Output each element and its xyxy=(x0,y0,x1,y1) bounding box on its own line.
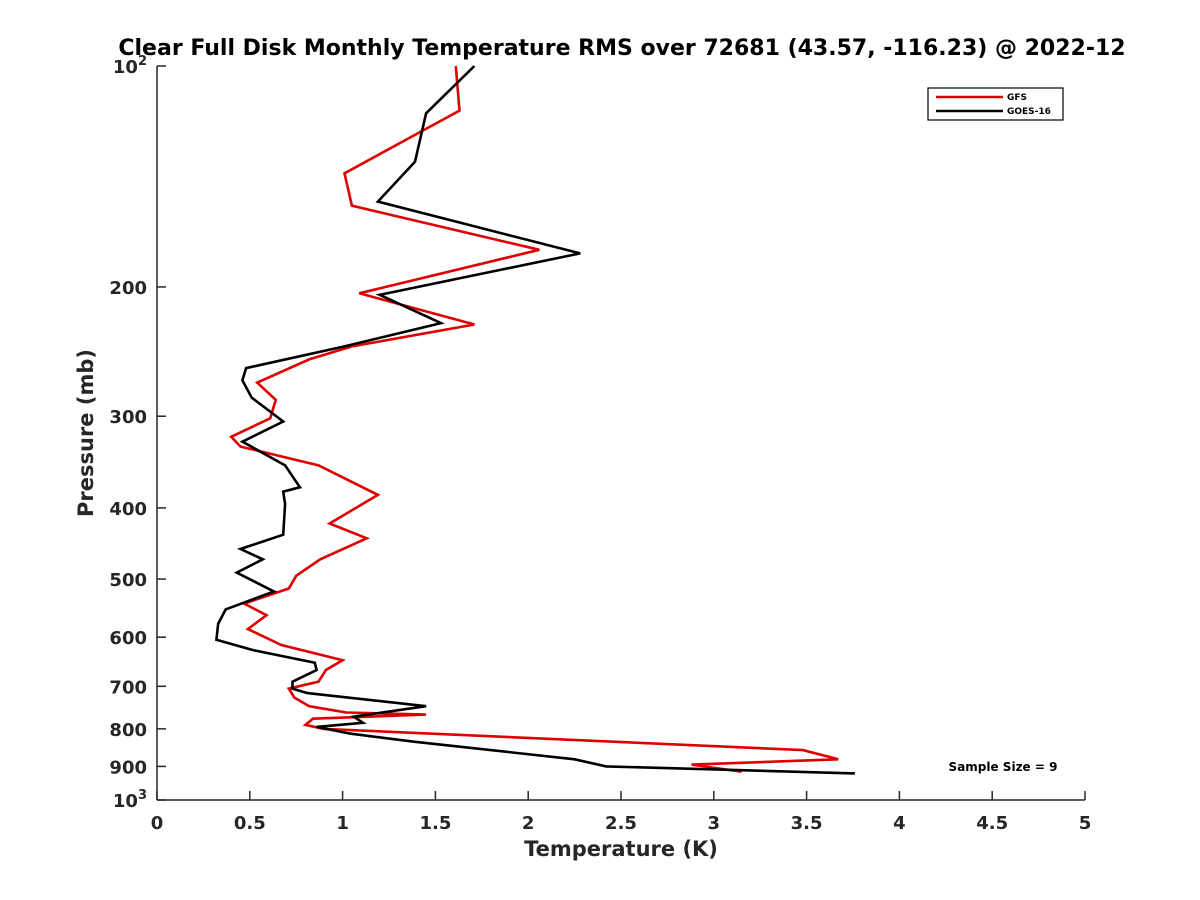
y-tick-label-base: 600 xyxy=(109,628,147,649)
legend: GFS GOES-16 xyxy=(927,87,1064,121)
y-tick-label-base: 200 xyxy=(109,278,147,299)
y-tick-label-exponent: 3 xyxy=(138,788,147,803)
y-tick-label-base: 500 xyxy=(109,570,147,591)
x-tick-label: 4 xyxy=(893,813,906,834)
y-tick-label-base: 400 xyxy=(109,499,147,520)
y-tick-label: 800 xyxy=(109,720,147,741)
x-axis-label: Temperature (K) xyxy=(524,837,718,861)
y-tick-label: 200 xyxy=(109,278,147,299)
y-tick-label-base: 700 xyxy=(109,677,147,698)
y-tick-label: 500 xyxy=(109,570,147,591)
y-tick-label-base: 900 xyxy=(109,757,147,778)
y-tick-label: 700 xyxy=(109,677,147,698)
x-tick-label: 4.5 xyxy=(976,813,1008,834)
y-tick-label-base: 10 xyxy=(113,791,138,812)
x-tick-label: 0 xyxy=(151,813,164,834)
legend-label-goes16: GOES-16 xyxy=(1007,107,1051,117)
x-tick-label: 5 xyxy=(1079,813,1092,834)
legend-label-gfs: GFS xyxy=(1007,93,1027,103)
sample-size-annotation: Sample Size = 9 xyxy=(949,760,1058,774)
legend-box xyxy=(927,87,1064,121)
series-line-goes-16 xyxy=(214,65,855,775)
x-tick-label: 1.5 xyxy=(419,813,451,834)
x-tick-label: 0.5 xyxy=(234,813,266,834)
y-tick-label: 103 xyxy=(113,788,147,812)
y-tick-label: 900 xyxy=(109,757,147,778)
x-tick-label: 1 xyxy=(336,813,349,834)
y-tick-label: 102 xyxy=(113,54,147,78)
y-tick-label: 300 xyxy=(109,407,147,428)
x-tick-label: 3 xyxy=(708,813,721,834)
y-tick-label-base: 800 xyxy=(109,720,147,741)
y-tick-label-exponent: 2 xyxy=(138,54,147,69)
series-group xyxy=(214,65,855,775)
y-tick-label-base: 10 xyxy=(113,57,138,78)
x-tick-label: 2 xyxy=(522,813,535,834)
x-tick-label: 2.5 xyxy=(605,813,637,834)
x-ticks: 0 0.5 1 1.5 2 2.5 3 3.5 4 4.5 5 xyxy=(151,791,1092,834)
x-tick-label: 3.5 xyxy=(791,813,823,834)
series-line-gfs xyxy=(229,65,839,773)
chart-title: Clear Full Disk Monthly Temperature RMS … xyxy=(118,36,1125,61)
y-axis-label: Pressure (mb) xyxy=(74,349,98,517)
y-tick-label: 600 xyxy=(109,628,147,649)
y-tick-label: 400 xyxy=(109,499,147,520)
y-tick-label-base: 300 xyxy=(109,407,147,428)
